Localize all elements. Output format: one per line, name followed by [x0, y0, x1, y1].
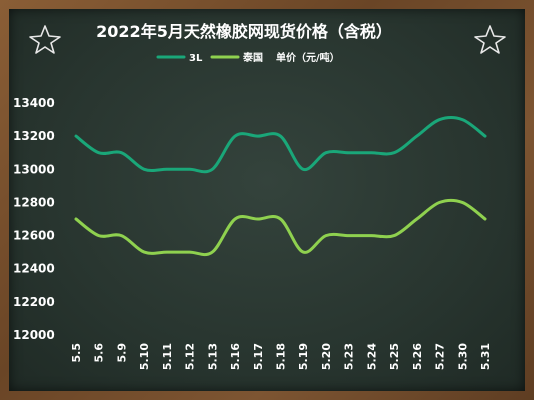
x-tick-label: 5.17 [252, 343, 265, 370]
x-tick-label: 5.25 [388, 343, 401, 370]
y-tick-label: 12000 [13, 328, 55, 342]
legend-label-3l: 3L [189, 53, 203, 64]
x-tick-label: 5.18 [275, 343, 288, 370]
series-line-thailand [74, 198, 487, 257]
x-tick-label: 5.31 [479, 343, 492, 370]
x-tick-label: 5.24 [365, 343, 378, 370]
y-tick-label: 12200 [13, 295, 55, 309]
plot-area [74, 116, 487, 257]
series-line-3l [74, 116, 487, 174]
x-tick-label: 5.6 [93, 343, 106, 363]
x-tick-label: 5.11 [161, 343, 174, 370]
chart-title: 2022年5月天然橡胶网现货价格（含税） [96, 22, 392, 41]
legend-label-thailand: 泰国 [242, 51, 263, 64]
x-tick-label: 5.13 [206, 343, 219, 370]
x-axis: 5.5 5.6 5.9 5.10 5.11 5.12 5.13 5.16 5.17 5.18 5.1… [70, 343, 492, 370]
star-icon [29, 25, 61, 54]
y-tick-label: 12400 [13, 262, 55, 276]
x-tick-label: 5.9 [115, 343, 128, 363]
x-tick-label: 5.20 [320, 343, 333, 370]
y-tick-label: 13000 [13, 162, 55, 176]
y-tick-label: 12800 [13, 195, 55, 209]
x-tick-label: 5.27 [434, 343, 447, 370]
y-tick-label: 12600 [13, 229, 55, 243]
x-tick-label: 5.19 [297, 343, 310, 370]
x-tick-label: 5.10 [138, 343, 151, 370]
x-tick-label: 5.16 [229, 343, 242, 370]
star-icon [474, 25, 506, 54]
x-tick-label: 5.12 [184, 343, 197, 370]
x-tick-label: 5.23 [343, 343, 356, 370]
y-tick-label: 13400 [13, 96, 55, 110]
x-tick-label: 5.5 [70, 343, 83, 363]
y-tick-label: 13200 [13, 129, 55, 143]
x-tick-label: 5.30 [456, 343, 469, 370]
legend: 3L 泰国 单价（元/吨） [156, 51, 340, 64]
x-tick-label: 5.26 [411, 343, 424, 370]
y-axis: 12000 12200 12400 12600 12800 13000 13200 13400 [13, 96, 55, 342]
unit-note: 单价（元/吨） [276, 51, 340, 64]
chalkboard [9, 9, 525, 391]
